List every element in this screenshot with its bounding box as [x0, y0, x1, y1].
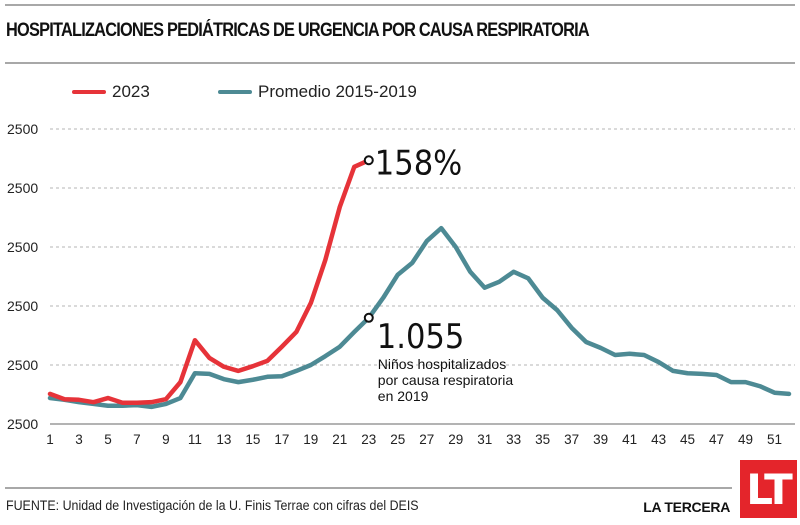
x-tick-label: 39	[593, 432, 608, 447]
annotation-desc-line: por causa respiratoria	[378, 372, 514, 388]
annotation-dot-2023	[363, 155, 374, 166]
x-tick-label: 7	[133, 432, 141, 447]
x-axis-ticks: 1 3 5 7 9 11 13 15 17 19 21 23 25 27 29 31 33 35 37 39 41 43 4…	[46, 432, 782, 447]
annotation-pct-value: 158%	[375, 143, 462, 183]
y-tick-label: 2500	[7, 416, 38, 432]
y-tick-label: 2500	[7, 357, 38, 373]
x-tick-label: 19	[303, 432, 318, 447]
legend-label-2023: 2023	[112, 82, 150, 101]
x-tick-label: 51	[767, 432, 782, 447]
annotations: 158% 1.055 Niños hospitalizados por caus…	[363, 143, 514, 404]
x-tick-label: 41	[622, 432, 637, 447]
brand-name: LA TERCERA	[643, 499, 730, 515]
x-tick-label: 9	[162, 432, 170, 447]
x-tick-label: 35	[535, 432, 550, 447]
x-tick-label: 13	[216, 432, 231, 447]
footer-rule	[5, 487, 732, 489]
annotation-count-value: 1.055	[377, 317, 465, 357]
y-tick-label: 2500	[7, 180, 38, 196]
series-line-2023	[47, 158, 372, 406]
chart-title: HOSPITALIZACIONES PEDIÁTRICAS DE URGENCI…	[6, 20, 590, 41]
x-tick-label: 49	[738, 432, 753, 447]
legend-swatch-promedio	[218, 90, 252, 94]
x-tick-label: 31	[477, 432, 492, 447]
source-note: FUENTE: Unidad de Investigación de la U.…	[6, 498, 419, 513]
legend-label-promedio: Promedio 2015-2019	[258, 82, 417, 101]
annotation-desc-line: Niños hospitalizados	[378, 356, 506, 372]
legend-item-2023: 2023	[72, 82, 150, 102]
x-tick-label: 15	[245, 432, 260, 447]
y-tick-label: 2500	[7, 239, 38, 255]
y-tick-label: 2500	[7, 121, 38, 137]
x-tick-label: 25	[390, 432, 405, 447]
x-tick-label: 5	[104, 432, 112, 447]
y-tick-label: 2500	[7, 298, 38, 314]
x-tick-label: 23	[361, 432, 376, 447]
x-tick-label: 33	[506, 432, 521, 447]
logo-text: LT	[746, 464, 792, 514]
annotation-dot-promedio	[363, 312, 374, 323]
x-tick-label: 17	[274, 432, 289, 447]
x-tick-label: 11	[188, 432, 202, 447]
x-tick-label: 43	[651, 432, 666, 447]
brand-logo: LT	[740, 460, 797, 518]
top-rule	[5, 4, 795, 6]
x-tick-label: 47	[709, 432, 724, 447]
title-rule	[5, 62, 795, 64]
x-tick-label: 21	[332, 432, 347, 447]
legend-item-promedio: Promedio 2015-2019	[218, 82, 417, 102]
legend-swatch-2023	[72, 90, 106, 94]
x-tick-label: 1	[46, 432, 54, 447]
series-line-promedio	[47, 225, 792, 410]
x-tick-label: 29	[448, 432, 463, 447]
annotation-desc-line: en 2019	[378, 388, 429, 404]
x-tick-label: 45	[680, 432, 695, 447]
series-lines	[47, 158, 792, 410]
x-tick-label: 27	[419, 432, 434, 447]
y-axis-ticks: 2500 2500 2500 2500 2500 2500	[7, 121, 38, 432]
x-tick-label: 3	[75, 432, 83, 447]
x-tick-label: 37	[564, 432, 579, 447]
